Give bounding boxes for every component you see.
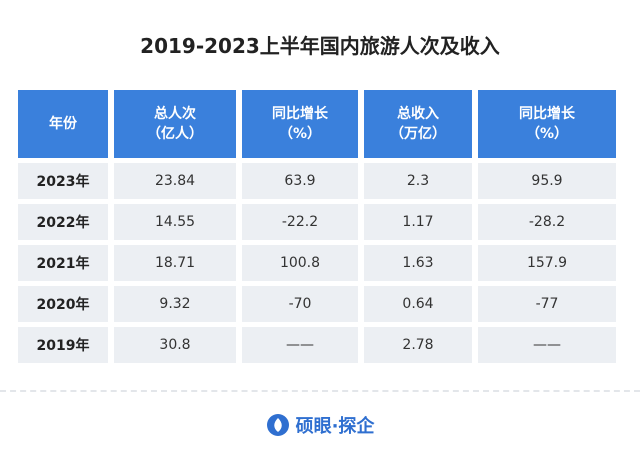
brand: 硕眼·探企 (295, 416, 375, 437)
header-text: 同比增长 (519, 106, 575, 122)
cell: 100.8 (242, 245, 358, 281)
header-cell: 总人次 （亿人） (114, 90, 236, 158)
cell: 18.71 (114, 245, 236, 281)
header-text: 总人次 (154, 106, 196, 122)
row-label: 2021年 (18, 245, 108, 281)
cell: 157.9 (478, 245, 616, 281)
cell: —— (242, 327, 358, 363)
header-cell: 年份 (18, 90, 108, 158)
header-text: （%） (278, 126, 322, 142)
cell: 9.32 (114, 286, 236, 322)
header-text: 总收入 (397, 106, 439, 122)
cell: -70 (242, 286, 358, 322)
cell: 95.9 (478, 163, 616, 199)
header-cell: 同比增长 （%） (242, 90, 358, 158)
footer: 硕眼·探企 (0, 412, 640, 438)
header-text: （亿人） (147, 126, 203, 142)
cell: 14.55 (114, 204, 236, 240)
cell: 0.64 (364, 286, 472, 322)
row-label: 2020年 (18, 286, 108, 322)
divider (0, 390, 640, 392)
cell: —— (478, 327, 616, 363)
cell: -28.2 (478, 204, 616, 240)
cell: 2.3 (364, 163, 472, 199)
table: 年份 总人次 （亿人） 同比增长 （%） 总收入 （万亿） 同比增长 （%） 2023年 23.84… (18, 90, 622, 363)
title: 2019-2023上半年国内旅游人次及收入 (140, 34, 500, 58)
cell: 63.9 (242, 163, 358, 199)
header-text: （%） (525, 126, 569, 142)
cell: 30.8 (114, 327, 236, 363)
cell: 23.84 (114, 163, 236, 199)
cell: 1.17 (364, 204, 472, 240)
cell: -77 (478, 286, 616, 322)
header-text: 年份 (49, 116, 77, 132)
header-text: （万亿） (390, 126, 446, 142)
cell: -22.2 (242, 204, 358, 240)
header-cell: 同比增长 （%） (478, 90, 616, 158)
row-label: 2022年 (18, 204, 108, 240)
row-label: 2023年 (18, 163, 108, 199)
header-text: 同比增长 (272, 106, 328, 122)
cell: 2.78 (364, 327, 472, 363)
cell: 1.63 (364, 245, 472, 281)
row-label: 2019年 (18, 327, 108, 363)
header-cell: 总收入 （万亿） (364, 90, 472, 158)
logo (266, 414, 289, 436)
